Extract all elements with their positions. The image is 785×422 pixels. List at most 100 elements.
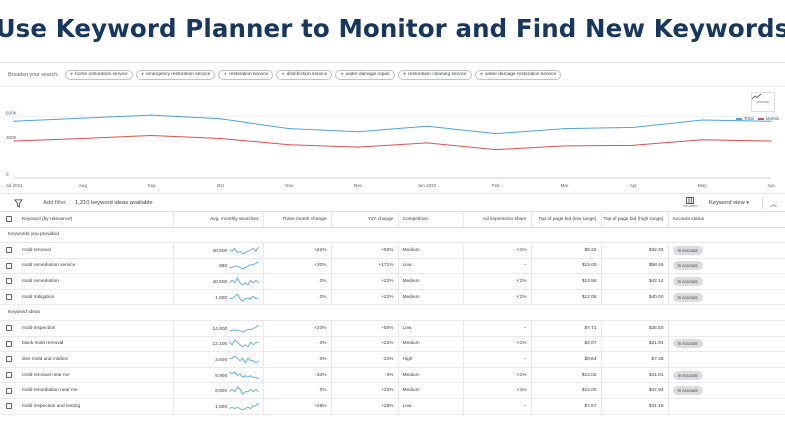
table-row[interactable]: mold remediation 40,500 0% +22% Medium <1% $1… <box>0 273 785 290</box>
data-point-mobile <box>770 140 772 142</box>
bid-high-cell: $58.46 <box>601 258 669 275</box>
collapse-chevron-icon[interactable]: ︿ <box>770 201 777 208</box>
trend-chart-svg: 500K 300K 0 Jul 2021 Aug Sep Oct Nov Dec Jan 2022… <box>5 110 775 188</box>
filter-icon[interactable] <box>14 199 23 208</box>
data-point-total <box>701 119 703 121</box>
expand-chart-button[interactable]: EXPAND <box>751 92 775 112</box>
keyword-table: Keyword (by relevance) Avg. monthly sear… <box>0 212 785 415</box>
sparkline <box>229 324 259 333</box>
bid-high-cell: $41.81 <box>601 367 669 384</box>
ad-share-cell: <1% <box>463 273 532 290</box>
searches-value: 9,900 <box>215 389 228 394</box>
col-keyword[interactable]: Keyword (by relevance) <box>18 212 174 228</box>
table-row[interactable]: mold inspection 14,800 +23% +50% Low – $7.71 $… <box>0 320 785 337</box>
x-tick-label: Dec <box>354 183 363 188</box>
yoy-cell: +22% <box>331 273 399 290</box>
keyword-view-dropdown[interactable]: Keyword view ▾ <box>709 200 749 206</box>
columns-icon <box>686 197 694 204</box>
col-ad-share[interactable]: Ad impression share <box>463 212 532 228</box>
data-point-total <box>770 120 772 122</box>
competition-cell: Medium <box>398 367 464 384</box>
col-account-status[interactable]: Account status <box>668 212 785 228</box>
ad-share-cell: – <box>463 258 532 275</box>
columns-button[interactable]: COLUMNS <box>683 197 697 210</box>
yoy-cell: -34% <box>331 351 399 368</box>
chip-list: + home restoration service + emergency rest… <box>64 69 562 80</box>
searches-value: 9,900 <box>215 373 228 379</box>
plus-icon: + <box>140 71 145 78</box>
col-yoy[interactable]: YoY change <box>331 212 399 228</box>
status-badge: In Account <box>672 261 703 271</box>
table-row[interactable]: mold remediation service 880 +30% +171% Low… <box>0 258 785 275</box>
chart-legend: Total Mobile <box>736 116 779 121</box>
competition-cell: Medium <box>398 242 464 259</box>
row-checkbox[interactable] <box>6 294 12 301</box>
searches-value: 40,500 <box>212 248 228 254</box>
table-row[interactable]: mold removal 40,500 +22% +50% Medium <1% $8.2… <box>0 242 785 259</box>
bid-low-cell: $12.06 <box>531 289 602 306</box>
suggestion-chip[interactable]: + water damage restoration service <box>474 69 562 80</box>
broaden-search-bar: Broaden your search: + home restoration s… <box>0 63 785 87</box>
col-bid-high[interactable]: Top of page bid (high range) <box>601 212 669 228</box>
row-checkbox[interactable] <box>6 325 12 332</box>
x-tick-label: Mar <box>561 183 569 188</box>
suggestion-chip[interactable]: + water damage repair <box>335 69 395 80</box>
col-bid-low[interactable]: Top of page bid (low range) <box>531 212 602 228</box>
row-checkbox-cell <box>0 273 18 290</box>
row-checkbox[interactable] <box>6 403 12 410</box>
row-checkbox[interactable] <box>6 262 12 269</box>
table-row[interactable]: mold mitigation 1,900 0% +22% Medium <1% $12.… <box>0 289 785 306</box>
keyword-cell: mold inspection <box>18 320 174 337</box>
row-checkbox[interactable] <box>6 372 12 378</box>
bid-low-cell: $15.00 <box>531 258 602 275</box>
row-checkbox[interactable] <box>6 356 12 363</box>
three-month-cell: 0% <box>263 289 332 306</box>
col-competition[interactable]: Competition <box>398 212 464 228</box>
searches-value: 3,600 <box>215 357 228 363</box>
table-row[interactable]: mold remediation near me 9,900 0% +22% Medi… <box>0 382 785 400</box>
ad-share-cell: – <box>463 351 532 368</box>
col-avg-searches[interactable]: Avg. monthly searches <box>173 212 264 228</box>
legend-label: Mobile <box>765 116 780 121</box>
series-line-total <box>13 114 772 135</box>
suggestion-chip[interactable]: + emergency restoration service <box>135 69 216 80</box>
table-row[interactable]: tiles mold and mildew 3,600 0% -34% High – $0… <box>0 351 785 368</box>
row-checkbox[interactable] <box>6 340 12 347</box>
add-filter-button[interactable]: Add filter <box>43 200 66 206</box>
account-status-cell: In Account <box>668 289 785 306</box>
row-checkbox[interactable] <box>6 387 12 394</box>
sparkline <box>229 262 259 270</box>
row-checkbox-cell <box>0 258 18 275</box>
table-row[interactable]: mold inspection and testing 1,900 +26% +26… <box>0 398 785 415</box>
status-badge: In Account <box>672 277 703 287</box>
competition-cell: Medium <box>398 336 464 353</box>
suggestion-chip[interactable]: + home restoration service <box>64 69 133 80</box>
plus-icon: + <box>69 71 74 78</box>
bid-high-cell: $35.50 <box>601 320 669 337</box>
toolbar-divider <box>762 198 763 209</box>
row-checkbox[interactable] <box>6 247 12 254</box>
account-status-cell: In Account <box>668 273 785 290</box>
suggestion-chip[interactable]: + restoration service <box>218 69 274 80</box>
data-point-total <box>219 118 222 120</box>
account-status-cell: In Account <box>668 258 785 275</box>
bid-high-cell: $7.48 <box>601 351 669 368</box>
table-row[interactable]: mold removal near me 9,900 -33% 0% Medium <1… <box>0 367 785 384</box>
x-tick-label: Aug <box>79 183 88 188</box>
plus-icon: + <box>340 71 344 78</box>
data-point-mobile <box>288 144 290 146</box>
searches-value: 12,100 <box>212 342 228 348</box>
table-row[interactable]: black mold removal 12,100 0% +22% Medium <1%… <box>0 336 785 353</box>
legend-swatch <box>736 118 742 120</box>
suggestion-chip[interactable]: + disinfection service <box>276 69 333 80</box>
row-checkbox[interactable] <box>6 278 12 285</box>
row-checkbox-cell <box>0 289 18 306</box>
row-checkbox-cell <box>0 351 18 368</box>
account-status-cell: In Account <box>668 336 785 353</box>
bid-high-cell: $42.14 <box>601 273 669 290</box>
sparkline <box>228 371 259 379</box>
suggestion-chip[interactable]: + restoration cleaning service <box>397 69 472 80</box>
keyword-table-body: Keywords you provided mold removal 40,500 … <box>0 227 785 415</box>
select-all-checkbox[interactable] <box>6 216 12 223</box>
col-three-month[interactable]: Three month change <box>263 212 332 228</box>
